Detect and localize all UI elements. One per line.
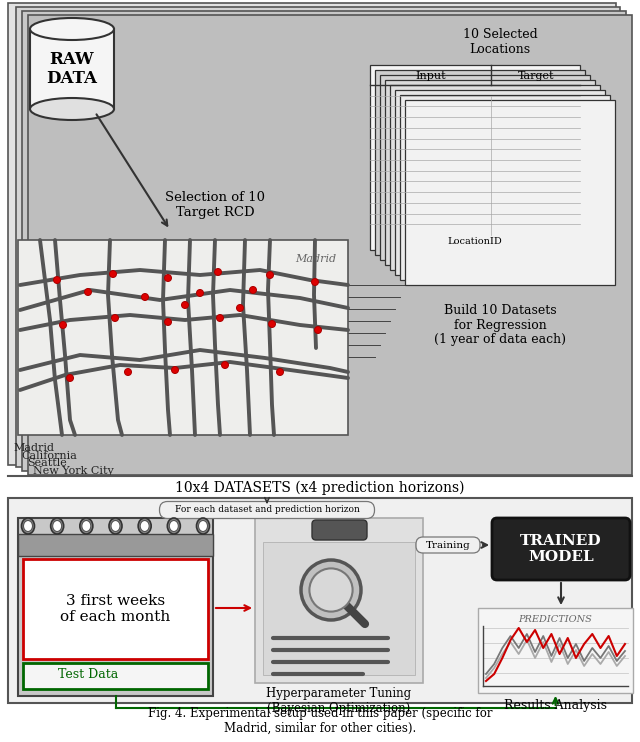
Circle shape [312,278,319,286]
Text: RAW
DATA: RAW DATA [47,50,97,88]
Circle shape [269,321,275,327]
FancyBboxPatch shape [312,520,367,540]
Ellipse shape [22,518,35,534]
Ellipse shape [30,98,114,120]
Circle shape [182,301,189,309]
Circle shape [54,277,61,283]
Text: For each dataset and prediction horizon: For each dataset and prediction horizon [175,505,360,514]
Bar [370,65,580,250]
Text: Training: Training [426,540,470,550]
Circle shape [125,369,131,375]
Text: Selection of 10
Target RCD: Selection of 10 Target RCD [165,191,265,219]
Text: 3 first weeks
of each month: 3 first weeks of each month [60,594,171,624]
Circle shape [111,315,118,321]
Bar [263,542,415,675]
Text: Madrid: Madrid [295,254,336,264]
Ellipse shape [82,520,91,531]
FancyBboxPatch shape [416,537,480,553]
Bar [380,75,590,260]
Bar [385,80,595,265]
Circle shape [67,375,74,381]
Bar [478,608,633,693]
Circle shape [216,315,223,321]
Circle shape [250,286,257,294]
Text: 10 Selected
Locations: 10 Selected Locations [463,28,538,56]
Text: New York City: New York City [33,466,114,476]
Bar [375,70,585,255]
Bar [8,498,632,703]
Bar [18,534,213,556]
Circle shape [237,304,243,312]
Circle shape [172,367,179,373]
Bar [23,559,208,659]
Text: TRAINED
MODEL: TRAINED MODEL [520,534,602,564]
Circle shape [301,560,361,620]
Text: Madrid, similar for other cities).: Madrid, similar for other cities). [224,721,416,735]
Circle shape [196,289,204,297]
Text: Input: Input [415,71,446,81]
Bar [30,29,114,109]
Bar [16,7,620,467]
Text: Results Analysis: Results Analysis [504,698,607,712]
Text: Hyperparameter Tuning
(Bayesian Optimization): Hyperparameter Tuning (Bayesian Optimiza… [266,687,412,715]
FancyBboxPatch shape [492,518,630,580]
Circle shape [164,318,172,326]
Circle shape [309,568,353,611]
Text: California: California [21,451,77,461]
Text: Target: Target [518,71,554,81]
Circle shape [314,326,321,333]
Circle shape [221,361,228,369]
Text: 10x4 DATASETS (x4 prediction horizons): 10x4 DATASETS (x4 prediction horizons) [175,481,465,495]
Circle shape [266,272,273,278]
Bar [28,15,632,475]
Text: Seattle: Seattle [27,458,67,468]
Bar [18,518,213,696]
Circle shape [84,289,92,295]
Bar [18,240,348,435]
Text: LocationID: LocationID [447,237,502,246]
Ellipse shape [196,518,209,534]
Ellipse shape [167,518,180,534]
Ellipse shape [170,520,179,531]
Ellipse shape [198,520,207,531]
Text: Fig. 4. Experimental setup used in this paper (specific for: Fig. 4. Experimental setup used in this … [148,708,492,720]
Ellipse shape [109,518,122,534]
Bar [405,100,615,285]
Bar [255,518,423,683]
Circle shape [141,294,148,301]
Ellipse shape [52,520,61,531]
Ellipse shape [111,520,120,531]
Ellipse shape [80,518,93,534]
Circle shape [164,275,172,281]
FancyBboxPatch shape [159,502,374,519]
Ellipse shape [140,520,149,531]
Bar [23,663,208,689]
Bar [400,95,610,280]
Circle shape [60,321,67,329]
Circle shape [214,269,221,275]
Text: Test Data: Test Data [58,669,118,681]
Bar [390,85,600,270]
Circle shape [276,369,284,375]
Bar [8,3,616,465]
Ellipse shape [30,18,114,40]
Ellipse shape [51,518,63,534]
Text: PREDICTIONS: PREDICTIONS [518,614,593,623]
Ellipse shape [24,520,33,531]
Bar [22,11,626,471]
Circle shape [109,271,116,278]
Ellipse shape [138,518,151,534]
Bar [395,90,605,275]
Text: Madrid: Madrid [13,443,54,453]
Text: Build 10 Datasets
for Regression
(1 year of data each): Build 10 Datasets for Regression (1 year… [434,303,566,347]
